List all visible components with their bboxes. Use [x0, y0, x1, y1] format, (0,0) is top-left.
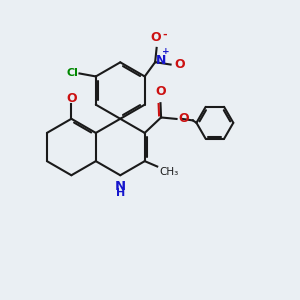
- Text: Cl: Cl: [66, 68, 78, 79]
- Text: H: H: [116, 188, 125, 198]
- Text: -: -: [162, 30, 166, 40]
- Text: N: N: [156, 55, 167, 68]
- Text: O: O: [178, 112, 189, 125]
- Text: O: O: [174, 58, 185, 71]
- Text: N: N: [115, 180, 126, 193]
- Text: O: O: [66, 92, 77, 105]
- Text: O: O: [151, 31, 161, 44]
- Text: O: O: [155, 85, 166, 98]
- Text: CH₃: CH₃: [159, 167, 178, 177]
- Text: +: +: [162, 46, 170, 56]
